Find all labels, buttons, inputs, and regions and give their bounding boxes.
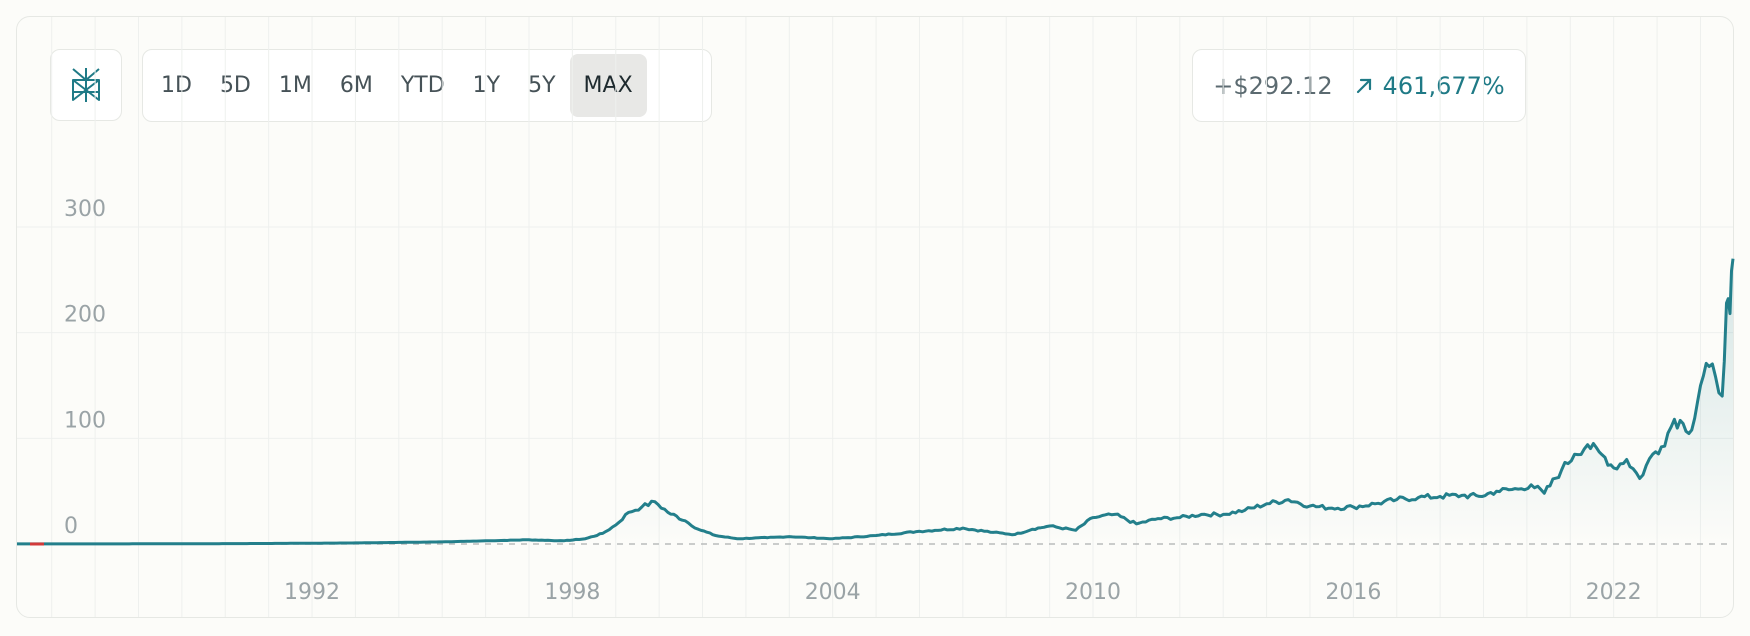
absolute-change: +$292.12	[1213, 71, 1333, 100]
range-button-ytd[interactable]: YTD	[400, 73, 445, 98]
range-button-5y[interactable]: 5Y	[528, 73, 556, 98]
perplexity-logo-icon	[72, 68, 100, 102]
range-button-1m[interactable]: 1M	[278, 73, 312, 98]
percent-change: 461,677%	[1382, 71, 1505, 100]
range-button-1y[interactable]: 1Y	[472, 73, 501, 98]
range-button-5d[interactable]: 5D	[219, 73, 251, 98]
range-button-6m[interactable]: 6M	[339, 73, 373, 98]
percent-change-group: 461,677%	[1355, 72, 1505, 100]
time-range-selector: 1D 5D 1M 6M YTD 1Y 5Y MAX	[142, 49, 712, 122]
range-button-1d[interactable]: 1D	[161, 73, 192, 98]
price-change-badge: +$292.12 461,677%	[1192, 49, 1526, 122]
logo-button[interactable]	[50, 49, 122, 121]
range-button-max[interactable]: MAX	[569, 54, 647, 117]
arrow-up-right-icon	[1356, 78, 1371, 93]
